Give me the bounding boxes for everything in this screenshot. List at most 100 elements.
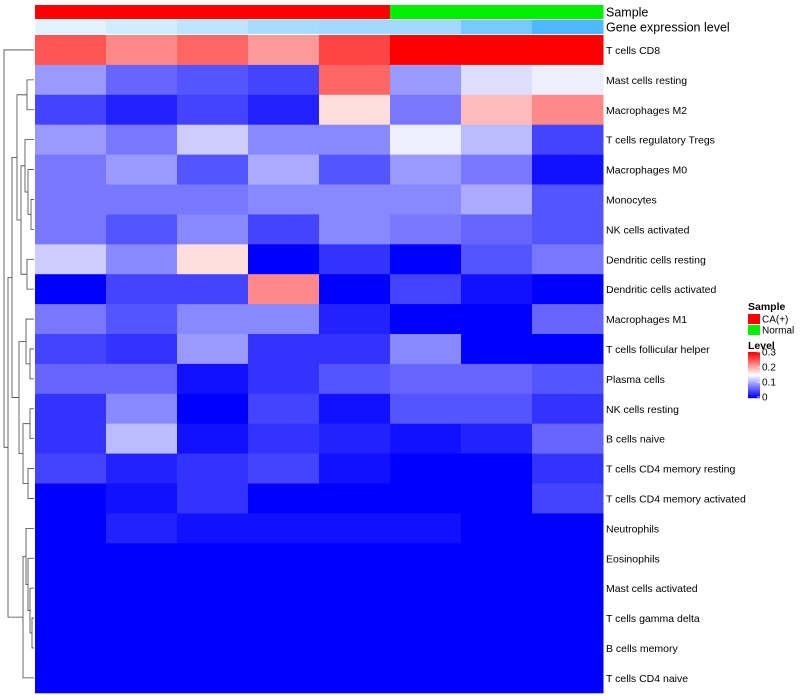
heatmap-cell — [461, 274, 533, 305]
heatmap-cell — [461, 453, 533, 484]
dendrogram-branch — [26, 79, 34, 111]
heatmap-cell — [319, 214, 391, 245]
heatmap-cell — [319, 573, 391, 604]
sample-legend-swatch — [748, 325, 760, 335]
heatmap-cell — [390, 154, 462, 185]
heatmap-cell — [177, 35, 249, 66]
sample-annotation-cell — [390, 5, 462, 19]
heatmap-cell — [532, 154, 604, 185]
level-legend-gradient — [748, 377, 760, 379]
heatmap-cell — [390, 633, 462, 664]
heatmap-cell — [390, 513, 462, 544]
level-legend-gradient — [748, 361, 760, 363]
heatmap-cell — [461, 633, 533, 664]
heatmap-cell — [390, 483, 462, 514]
heatmap-cell — [461, 184, 533, 215]
heatmap-cell — [319, 274, 391, 305]
heatmap-cell — [177, 334, 249, 365]
row-label: T cells regulatory Tregs — [606, 135, 715, 147]
heatmap-cell — [35, 543, 107, 574]
heatmap-cell — [248, 334, 320, 365]
heatmap-cell — [177, 154, 249, 185]
level-legend-gradient — [748, 386, 760, 388]
heatmap-cell — [35, 244, 107, 275]
sample-annotation-cell — [106, 5, 178, 19]
heatmap-cell — [248, 94, 320, 126]
heatmap-cell — [319, 154, 391, 185]
heatmap-cell — [532, 483, 604, 514]
heatmap-cell — [106, 453, 178, 484]
level-legend-gradient — [748, 363, 760, 365]
heatmap-cell — [532, 274, 604, 305]
level-legend-gradient — [748, 359, 760, 361]
heatmap-cell — [532, 214, 604, 245]
expression-annotation-cell — [319, 20, 391, 34]
heatmap-cell — [532, 393, 604, 425]
row-label: Dendritic cells activated — [606, 284, 716, 296]
heatmap-cell — [319, 304, 391, 335]
heatmap-cell — [177, 483, 249, 514]
row-label: B cells memory — [606, 643, 679, 655]
heatmap-cell — [177, 214, 249, 245]
sample-legend-swatch — [748, 314, 760, 324]
heatmap-cell — [461, 483, 533, 514]
heatmap-cell — [319, 393, 391, 425]
heatmap-cell — [248, 363, 320, 395]
row-label: T cells gamma delta — [606, 613, 700, 625]
level-legend-tick-label: 0.2 — [762, 363, 776, 374]
level-legend-gradient — [748, 374, 760, 376]
heatmap-cell — [461, 244, 533, 275]
heatmap-cell — [106, 393, 178, 425]
heatmap-cell — [35, 363, 107, 395]
heatmap-cell — [177, 393, 249, 425]
dendrogram-branch — [18, 341, 26, 454]
heatmap-cell — [106, 304, 178, 335]
heatmap-cell — [106, 124, 178, 156]
row-label: T cells CD4 memory resting — [606, 464, 735, 476]
sample-annotation-cell — [319, 5, 391, 19]
level-legend-gradient — [748, 376, 760, 378]
heatmap-cell — [532, 603, 604, 634]
level-legend-gradient — [748, 369, 760, 371]
level-legend-gradient — [748, 382, 760, 384]
level-legend-gradient — [748, 367, 760, 369]
heatmap-cell — [532, 573, 604, 604]
level-legend-gradient — [748, 380, 760, 382]
level-legend-gradient — [748, 357, 760, 359]
level-legend-gradient — [748, 365, 760, 367]
level-legend-gradient — [748, 393, 760, 395]
heatmap-cell — [248, 35, 320, 66]
heatmap-cell — [35, 124, 107, 156]
heatmap-cell — [390, 453, 462, 484]
heatmap-cell — [177, 603, 249, 634]
heatmap-cell — [390, 274, 462, 305]
heatmap-cell — [35, 662, 107, 694]
expression-annotation-cell — [461, 20, 533, 34]
heatmap-cell — [248, 453, 320, 484]
heatmap-cell — [461, 154, 533, 185]
heatmap-cell — [35, 274, 107, 305]
heatmap-cell — [248, 662, 320, 694]
level-legend-gradient — [748, 362, 760, 364]
sample-annotation-cell — [35, 5, 107, 19]
heatmap-cell — [319, 35, 391, 66]
heatmap-cell — [177, 244, 249, 275]
heatmap-cells — [35, 35, 604, 694]
level-legend-gradient — [748, 395, 760, 397]
row-label: T cells CD4 memory activated — [606, 493, 746, 505]
row-label: Mast cells activated — [606, 583, 698, 595]
heatmap-cell — [532, 363, 604, 395]
row-label: Macrophages M1 — [606, 314, 687, 326]
level-legend-gradient — [748, 381, 760, 383]
heatmap-cell — [248, 423, 320, 455]
heatmap-cell — [532, 244, 604, 275]
heatmap-cell — [106, 543, 178, 574]
heatmap-cell — [532, 633, 604, 664]
heatmap-cell — [461, 662, 533, 694]
heatmap-cell — [461, 64, 533, 96]
heatmap-cell — [319, 184, 391, 215]
dendrogram-branch — [3, 49, 34, 448]
heatmap-cell — [319, 543, 391, 574]
